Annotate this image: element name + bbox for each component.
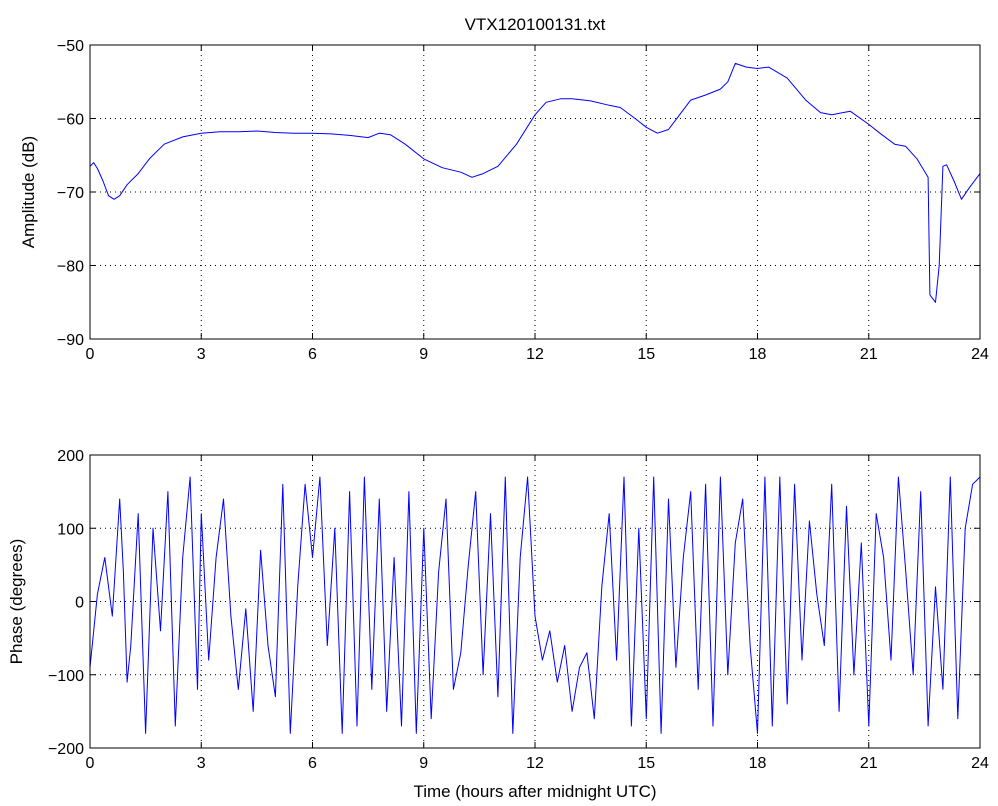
x-tick-label: 15: [637, 346, 655, 363]
phase-panel: Phase (degrees) Time (hours after midnig…: [7, 448, 989, 801]
x-tick-label: 21: [860, 346, 878, 363]
y-tick-label: −100: [48, 668, 84, 685]
x-tick-label: 0: [86, 755, 95, 772]
grid-phase: [90, 455, 980, 748]
amplitude-series-line: [89, 62, 981, 303]
x-tick-label: 6: [308, 346, 317, 363]
x-tick-label: 24: [971, 755, 989, 772]
x-tick-label: 15: [637, 755, 655, 772]
y-tick-label: −200: [48, 741, 84, 758]
ticks-amplitude: 0 3 6 9 12 15 18 21 24 −90 −80 −70 −60 −50: [57, 38, 989, 363]
x-tick-label: 24: [971, 346, 989, 363]
y-tick-label: −50: [57, 38, 84, 55]
x-tick-label: 9: [419, 346, 428, 363]
y-tick-label: 200: [57, 448, 84, 465]
x-tick-label: 3: [197, 755, 206, 772]
y-tick-label: −80: [57, 259, 84, 276]
y-tick-label: 0: [75, 595, 84, 612]
y-tick-label: −60: [57, 112, 84, 129]
y-axis-label-phase: Phase (degrees): [7, 539, 26, 665]
y-tick-label: −70: [57, 185, 84, 202]
amplitude-panel: VTX120100131.txt Amplitude (dB) 0 3 6 9 12 15…: [19, 15, 989, 363]
x-tick-label: 18: [749, 755, 767, 772]
ticks-phase: 0 3 6 9 12 15 18 21 24 −200 −100 0 100 200: [48, 448, 989, 772]
x-tick-label: 18: [749, 346, 767, 363]
y-tick-label: −90: [57, 332, 84, 349]
x-tick-label: 21: [860, 755, 878, 772]
chart-title: VTX120100131.txt: [465, 15, 606, 34]
phase-series-line: [89, 476, 981, 734]
x-tick-label: 3: [197, 346, 206, 363]
x-tick-label: 9: [419, 755, 428, 772]
x-tick-label: 0: [86, 346, 95, 363]
x-tick-label: 12: [526, 346, 544, 363]
x-tick-label: 12: [526, 755, 544, 772]
y-tick-label: 100: [57, 521, 84, 538]
grid-amplitude: [90, 45, 980, 339]
x-tick-label: 6: [308, 755, 317, 772]
y-axis-label-amplitude: Amplitude (dB): [19, 136, 38, 248]
x-axis-label-time: Time (hours after midnight UTC): [413, 782, 656, 801]
